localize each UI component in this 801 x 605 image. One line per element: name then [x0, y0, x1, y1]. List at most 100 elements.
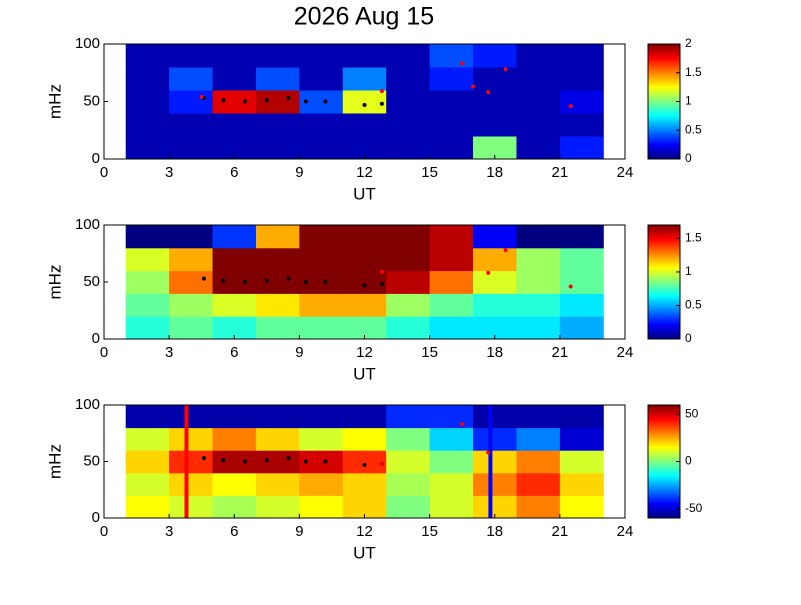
marker	[221, 98, 226, 103]
heat-cell	[429, 247, 474, 272]
heat-cell	[299, 405, 344, 429]
heat-cell	[516, 67, 561, 91]
x-axis-label: UT	[353, 364, 376, 383]
heat-cell	[212, 113, 257, 137]
heat-cell	[125, 90, 170, 114]
heat-cell	[559, 67, 604, 91]
heat-cell	[473, 67, 517, 91]
y-tick-label: 0	[92, 509, 100, 526]
marker	[303, 99, 308, 104]
heat-cell	[299, 450, 344, 474]
marker	[323, 280, 328, 284]
heat-cell	[559, 247, 604, 272]
heat-cell	[299, 225, 344, 249]
heat-cell	[212, 90, 257, 114]
heat-cell	[125, 293, 170, 317]
heat-cell	[125, 472, 170, 496]
y-tick-label: 100	[75, 396, 100, 413]
heat-cell	[169, 67, 214, 91]
marker	[379, 461, 384, 466]
heat-cell	[342, 44, 387, 68]
heat-cell	[125, 44, 170, 68]
heat-cell	[169, 405, 214, 429]
heat-cell	[559, 450, 604, 474]
heat-cell	[473, 136, 517, 160]
heat-cell	[516, 225, 561, 249]
x-tick-label: 9	[295, 344, 303, 361]
x-tick-label: 3	[165, 164, 173, 181]
heat-cell	[169, 113, 214, 137]
colorbar	[647, 404, 681, 519]
colorbar-tick-label: 1.5	[685, 231, 702, 245]
heat-cell	[125, 225, 170, 249]
heat-cell	[255, 247, 300, 272]
heat-cell	[212, 405, 257, 429]
marker	[323, 99, 328, 104]
colorbar	[647, 43, 681, 160]
heat-cell	[342, 495, 387, 519]
heat-cell	[342, 405, 387, 429]
heat-cell	[386, 293, 431, 317]
x-tick-label: 18	[486, 523, 503, 540]
heat-cell	[125, 113, 170, 137]
x-tick-label: 24	[617, 344, 634, 361]
heat-cell	[125, 247, 170, 272]
heat-cell	[473, 316, 517, 340]
heat-cell	[473, 225, 517, 249]
heat-cell	[342, 225, 387, 249]
marker	[201, 456, 206, 461]
marker	[199, 94, 204, 99]
heat-cell	[429, 225, 474, 249]
y-tick-label: 100	[75, 35, 100, 52]
marker	[303, 280, 308, 284]
heat-cell	[429, 427, 474, 451]
heat-cell	[516, 90, 561, 114]
heat-cell	[386, 495, 431, 519]
heat-cell	[342, 247, 387, 272]
marker	[379, 89, 384, 94]
heat-cell	[169, 427, 214, 451]
colorbar-tick-label: 2	[685, 36, 692, 50]
marker	[362, 462, 367, 467]
heat-cell	[169, 270, 214, 294]
heat-cell	[342, 450, 387, 474]
heat-cell	[386, 113, 431, 137]
x-tick-label: 18	[486, 164, 503, 181]
colorbar-tick-label: 0	[685, 151, 692, 165]
heat-cell	[212, 136, 257, 160]
heat-cell	[125, 316, 170, 340]
marker	[379, 101, 384, 106]
marker	[471, 84, 476, 89]
heat-cell	[559, 136, 604, 160]
heat-cell	[169, 225, 214, 249]
x-tick-label: 15	[421, 164, 438, 181]
marker	[303, 459, 308, 464]
heat-cell	[386, 67, 431, 91]
heat-cell	[386, 472, 431, 496]
heat-cell	[559, 293, 604, 317]
heat-cell	[516, 472, 561, 496]
heat-cell	[169, 247, 214, 272]
heat-cell	[255, 136, 300, 160]
y-axis-label: mHz	[45, 265, 64, 300]
heat-cell	[255, 293, 300, 317]
heat-cell	[299, 472, 344, 496]
heat-cell	[255, 67, 300, 91]
heat-cell	[559, 316, 604, 340]
x-tick-label: 24	[617, 523, 634, 540]
heat-cell	[516, 495, 561, 519]
marker	[486, 90, 491, 95]
heat-cell	[559, 90, 604, 114]
x-tick-label: 0	[100, 523, 108, 540]
x-tick-label: 21	[552, 344, 569, 361]
heat-cell	[342, 316, 387, 340]
heat-cell	[169, 293, 214, 317]
heat-cell	[255, 472, 300, 496]
heat-cell	[516, 293, 561, 317]
heat-cell	[429, 113, 474, 137]
heat-cell	[299, 247, 344, 272]
y-tick-label: 100	[75, 216, 100, 233]
x-tick-label: 6	[230, 164, 238, 181]
heat-cell	[299, 44, 344, 68]
heat-cell	[559, 225, 604, 249]
